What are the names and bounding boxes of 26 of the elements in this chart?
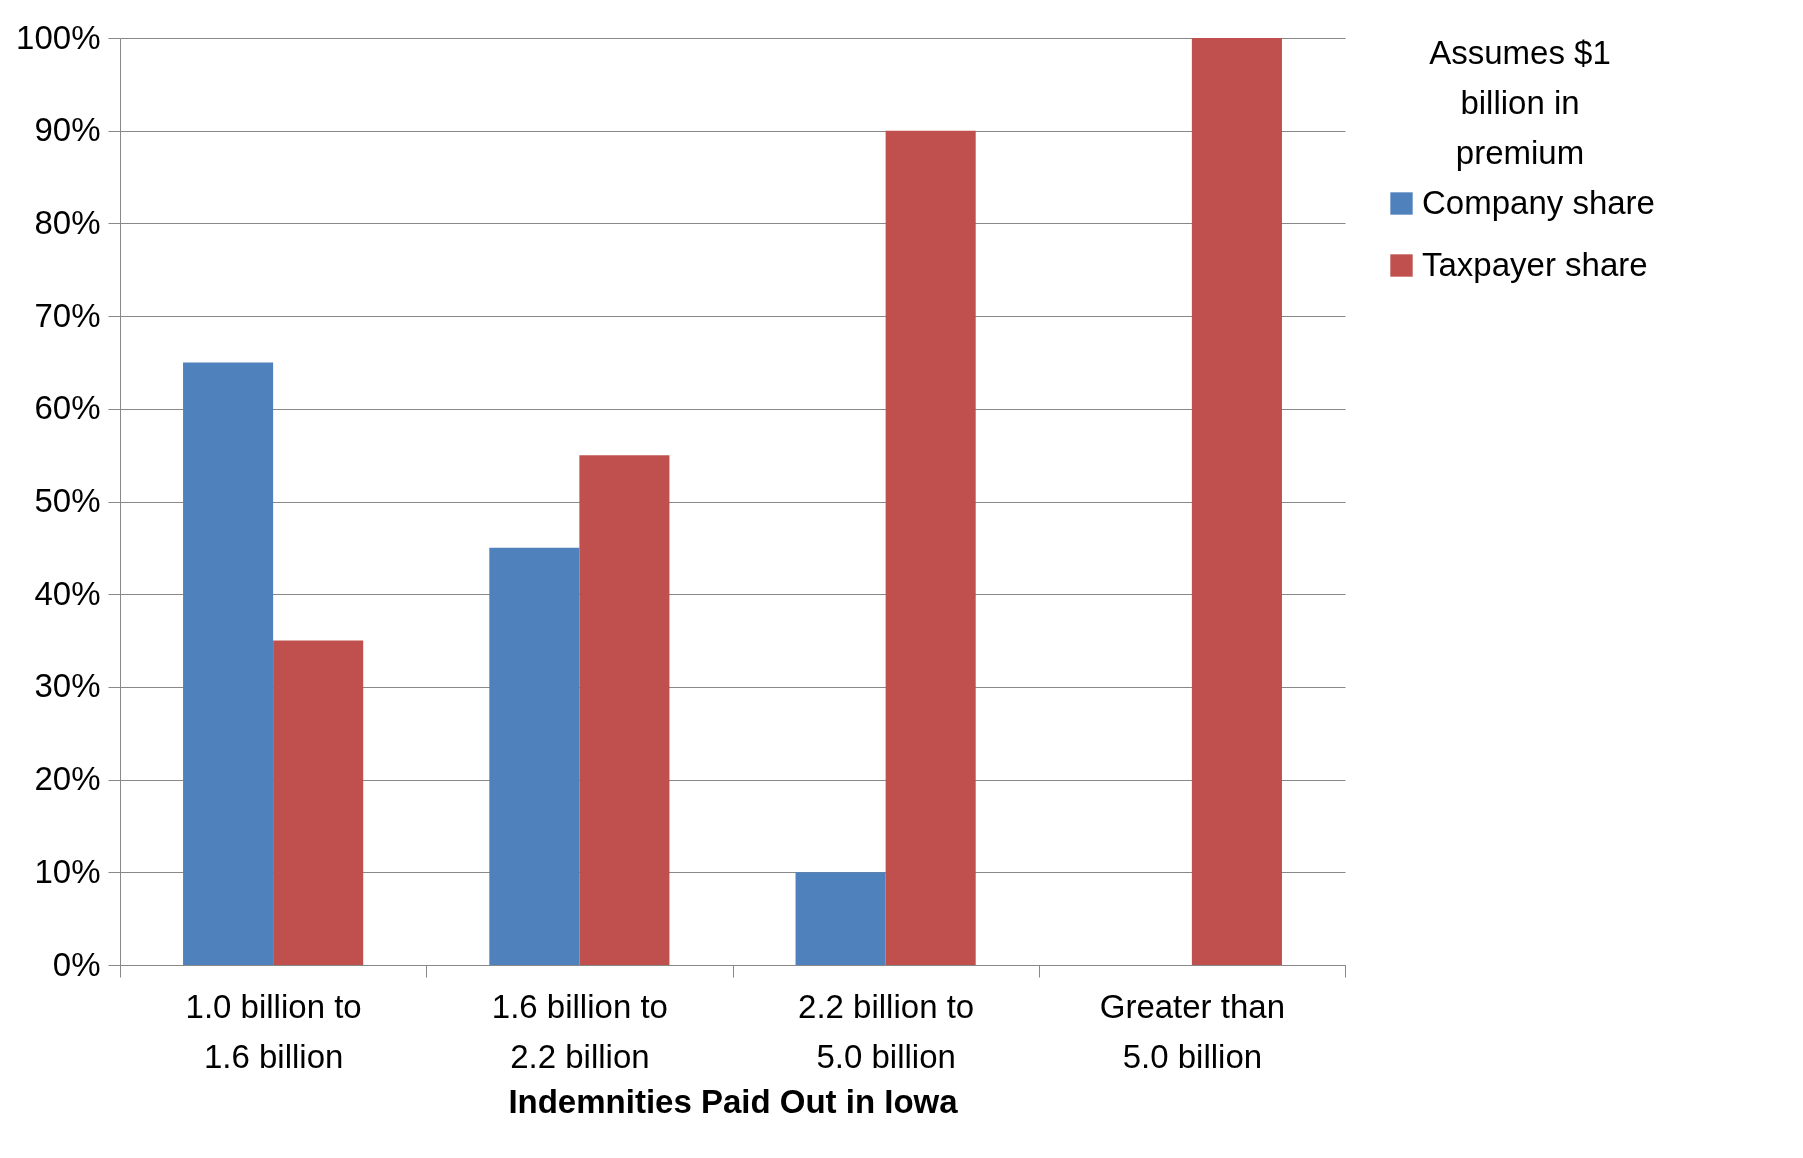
bar: [489, 547, 580, 965]
bar: [579, 455, 670, 965]
x-tick-label: 1.0 billion to 1.6 billion: [185, 987, 362, 1075]
x-axis-title: Indemnities Paid Out in Iowa: [508, 1082, 959, 1120]
legend-title: Assumes $1 billion in premium: [1429, 34, 1611, 171]
y-tick-label: 90%: [34, 111, 101, 149]
bar: [795, 872, 886, 965]
x-tick-label: 2.2 billion to 5.0 billion: [798, 987, 975, 1075]
y-tick-label: 60%: [34, 389, 101, 427]
y-tick-label: 30%: [34, 667, 101, 705]
y-tick-label: 50%: [34, 482, 101, 519]
bar: [273, 640, 364, 965]
y-tick-label: 10%: [34, 852, 101, 890]
y-tick-label: 100%: [16, 18, 101, 56]
bar: [885, 130, 976, 965]
y-tick-label: 80%: [34, 203, 101, 241]
x-tick-label: 1.6 billion to 2.2 billion: [491, 987, 668, 1075]
y-tick-label: 40%: [34, 574, 101, 612]
y-tick-label: 20%: [34, 760, 101, 798]
legend-label: Company share: [1422, 183, 1655, 221]
bar: [1191, 38, 1282, 965]
bar: [183, 362, 274, 965]
y-tick-label: 0%: [52, 945, 101, 983]
x-tick-label: Greater than 5.0 billion: [1099, 987, 1286, 1075]
y-tick-label: 70%: [34, 296, 101, 334]
legend-label: Taxpayer share: [1422, 245, 1648, 283]
